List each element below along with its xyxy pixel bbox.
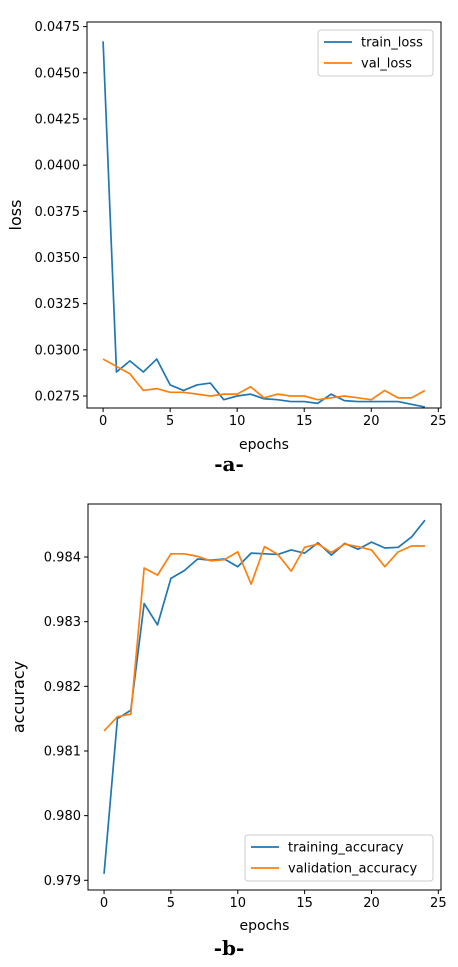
- y-tick-label: 0.984: [44, 551, 81, 566]
- axes-frame: [86, 21, 442, 409]
- y-axis-label: accuracy: [9, 661, 28, 733]
- loss-chart: 0 5 10 15 20 25 0.0275 0.0300 0.0325 0.0350 0.0375…: [6, 20, 447, 453]
- x-tick-label: 20: [363, 896, 380, 911]
- series-line-training_accuracy: [103, 519, 426, 874]
- legend-label-train_loss: train_loss: [361, 36, 423, 51]
- y-tick-label: 0.980: [44, 809, 81, 824]
- x-tick-label: 15: [296, 896, 313, 911]
- x-axis-label: epochs: [240, 918, 290, 934]
- y-tick-label: 0.0450: [35, 66, 81, 81]
- legend-box: [244, 834, 434, 882]
- y-tick-label: 0.0325: [35, 297, 81, 312]
- figure-caption-b: -b-: [213, 936, 245, 960]
- x-tick-label: 10: [229, 414, 246, 429]
- x-tick-label: 25: [430, 414, 447, 429]
- x-tick-label: 20: [363, 414, 380, 429]
- y-axis-label: loss: [6, 200, 25, 231]
- y-tick-label: 0.0475: [35, 20, 81, 35]
- axes-frame: [87, 503, 442, 891]
- series-line-val_loss: [102, 358, 426, 401]
- x-tick-label: 25: [430, 896, 447, 911]
- legend-label-val_loss: val_loss: [361, 57, 412, 72]
- series-line-validation_accuracy: [103, 543, 425, 732]
- y-tick-label: 0.0375: [35, 205, 81, 220]
- x-tick-label: 10: [229, 896, 246, 911]
- x-tick-label: 0: [99, 414, 107, 429]
- x-tick-label: 5: [166, 414, 174, 429]
- y-tick-label: 0.0350: [35, 251, 81, 266]
- x-axis-label: epochs: [239, 437, 289, 453]
- y-tick-label: 0.0300: [35, 343, 81, 358]
- y-tick-label: 0.0425: [35, 112, 81, 127]
- y-tick-label: 0.0400: [35, 159, 81, 174]
- x-tick-label: 15: [296, 414, 313, 429]
- x-tick-label: 5: [167, 896, 175, 911]
- legend-label-training_accuracy: training_accuracy: [288, 841, 404, 856]
- y-tick-label: 0.981: [44, 744, 81, 759]
- legend-label-validation_accuracy: validation_accuracy: [288, 862, 417, 877]
- y-tick-label: 0.982: [44, 680, 81, 695]
- figure-caption-a: -a-: [214, 452, 244, 476]
- y-tick-label: 0.0275: [35, 389, 81, 404]
- y-tick-label: 0.983: [44, 615, 81, 630]
- accuracy-chart: 0 5 10 15 20 25 0.979 0.980 0.981 0.982 0.983 0.984…: [9, 503, 447, 934]
- series-line-train_loss: [102, 41, 426, 408]
- y-tick-label: 0.979: [44, 874, 81, 889]
- x-tick-label: 0: [100, 896, 108, 911]
